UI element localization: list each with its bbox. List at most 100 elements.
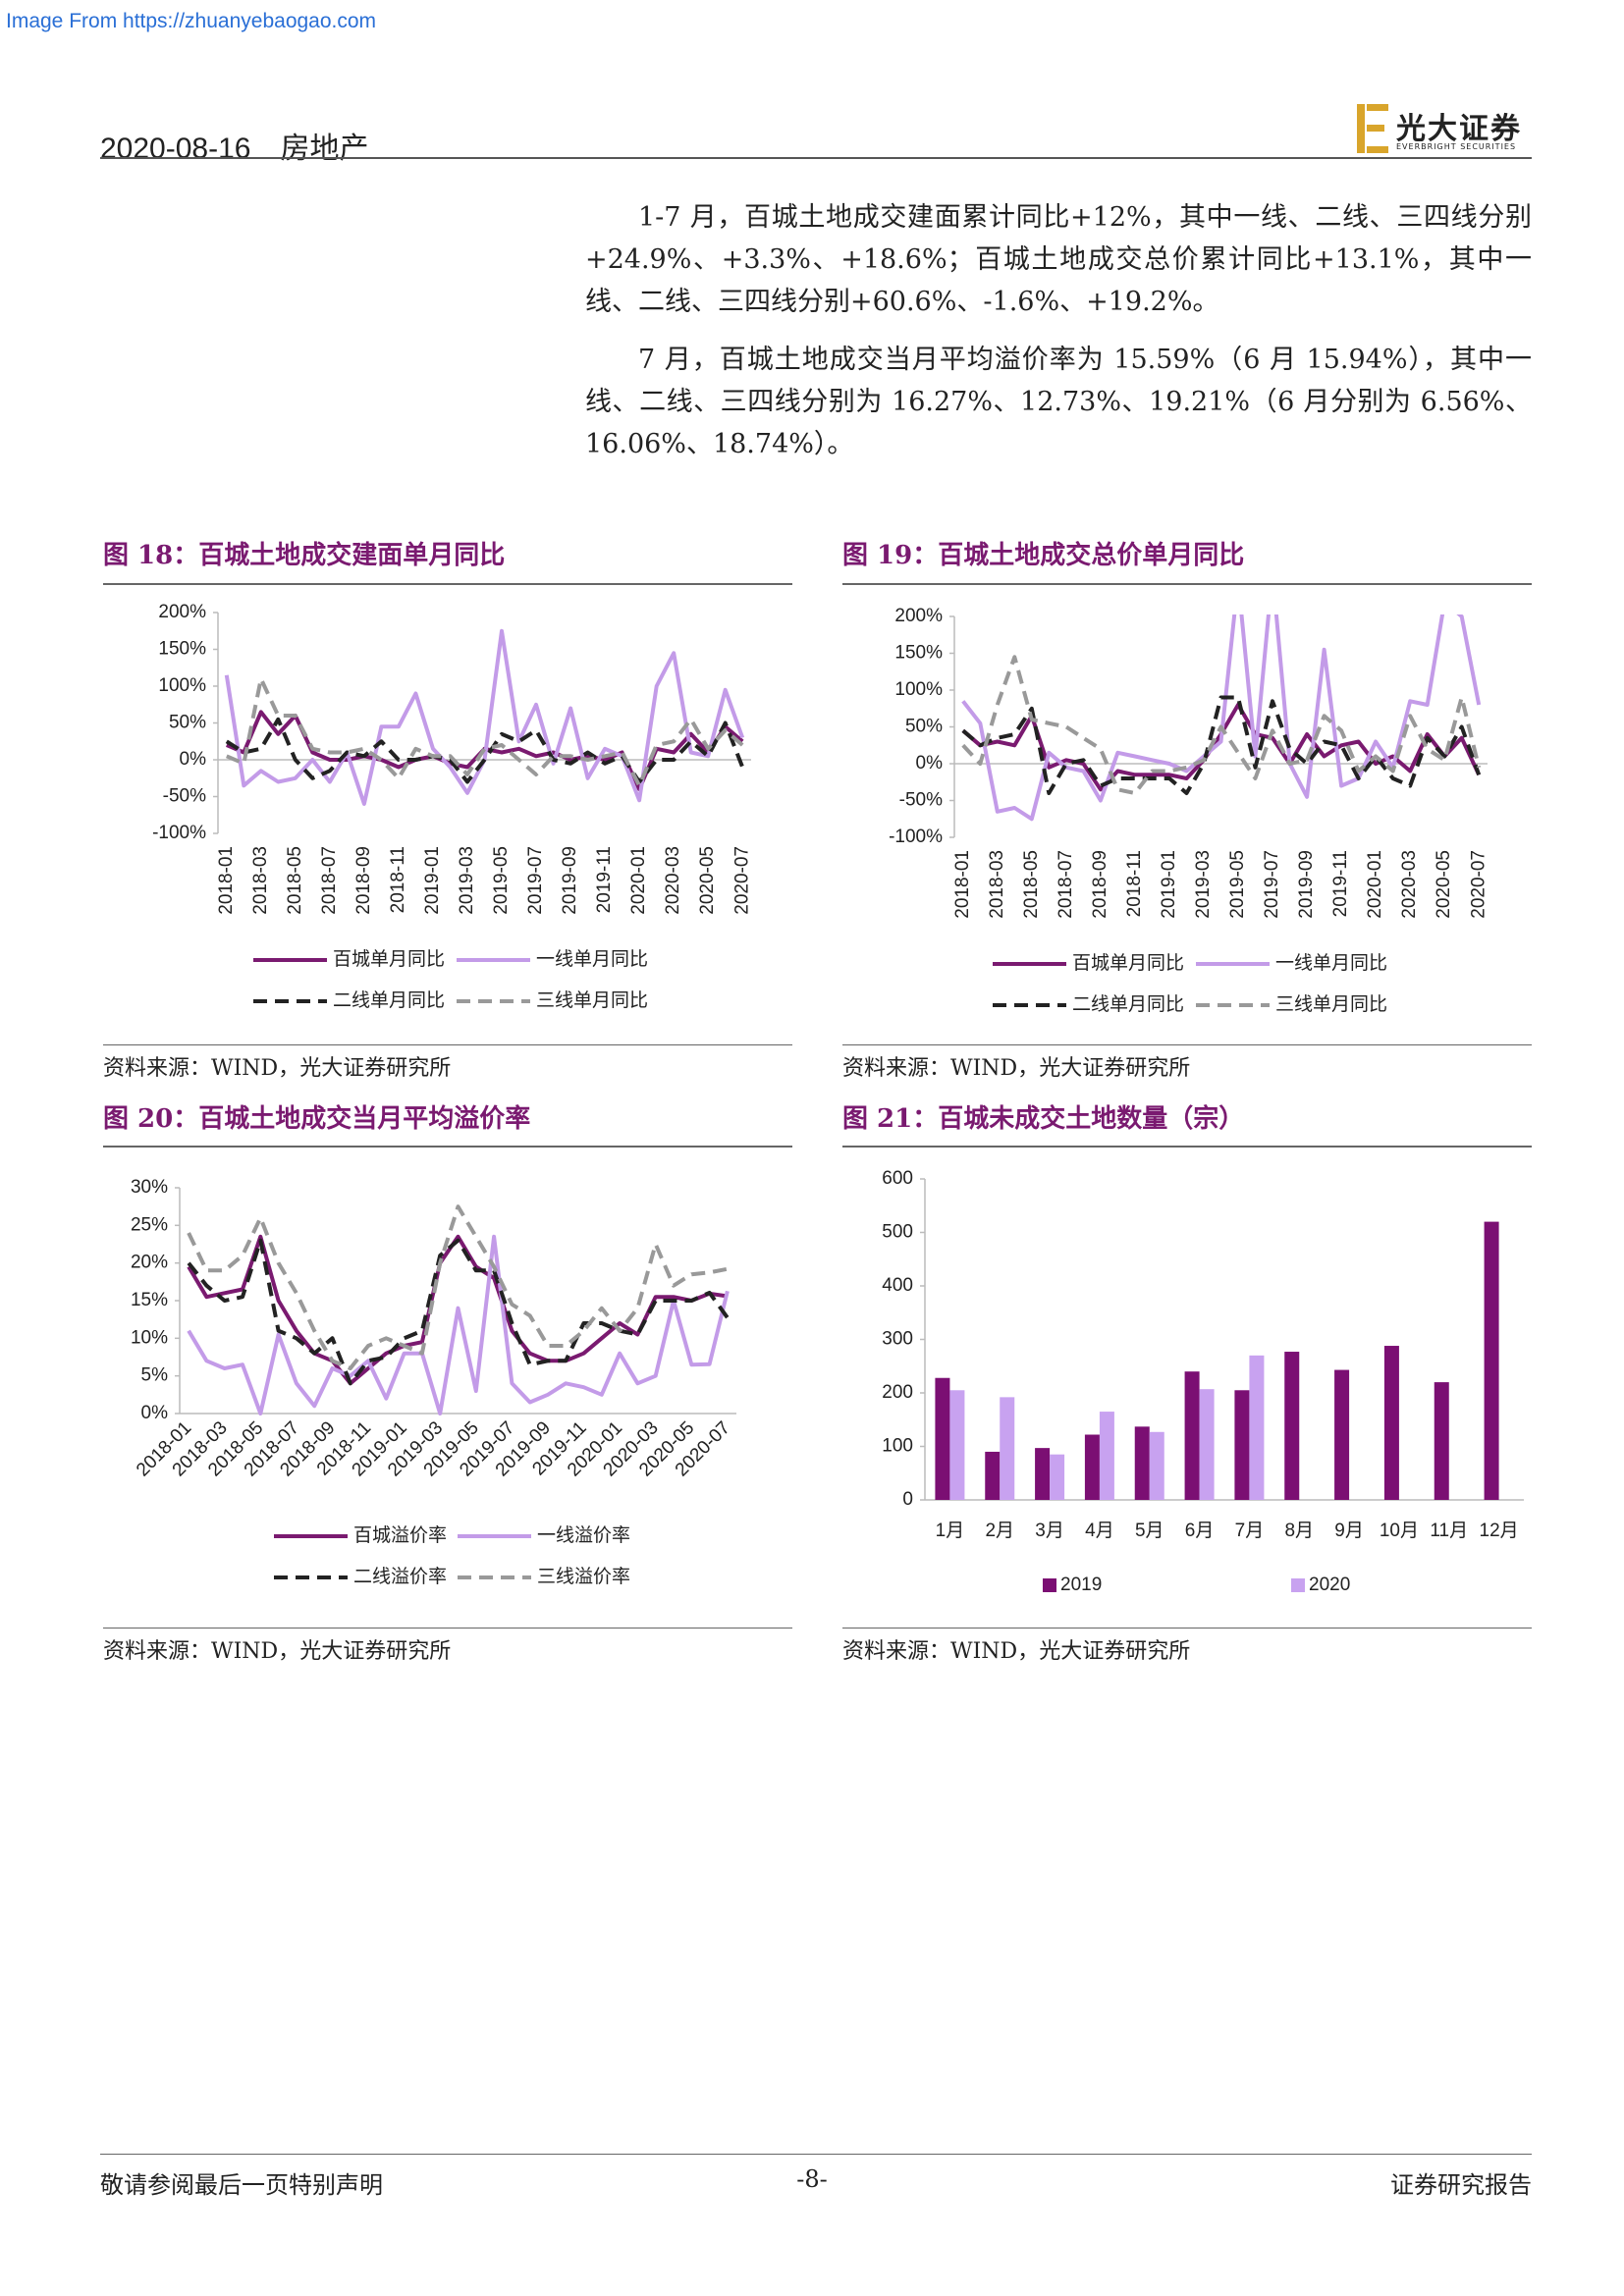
y-tick-label: 10%: [131, 1327, 168, 1348]
legend-label: 一线单月同比: [536, 948, 648, 970]
y-tick-label: 100: [882, 1436, 913, 1457]
y-tick-label: -100%: [152, 823, 206, 843]
y-tick-label: 50%: [169, 713, 206, 733]
bar: [1199, 1389, 1215, 1500]
footer-left: 敬请参阅最后一页特别声明: [100, 2171, 383, 2199]
chart-rule: [103, 1146, 792, 1148]
bar: [1249, 1355, 1265, 1500]
x-tick-label: 2018-09: [353, 846, 374, 915]
x-tick-label: 2020-07: [1468, 850, 1489, 919]
x-tick-label: 2019-11: [594, 846, 615, 913]
y-tick-label: 5%: [141, 1365, 169, 1386]
logo-icon: [1357, 104, 1388, 153]
x-tick-label: 10月: [1380, 1521, 1419, 1541]
x-tick-label: 2019-01: [1159, 850, 1179, 919]
x-tick-label: 2018-03: [250, 846, 271, 915]
logo-text: 光大证券: [1396, 112, 1522, 146]
chart-rule: [842, 583, 1532, 585]
series-line: [225, 717, 745, 784]
series-line: [187, 1238, 730, 1386]
series-line: [187, 1204, 729, 1370]
bar: [949, 1390, 965, 1500]
chart-title: 图 20：百城土地成交当月平均溢价率: [103, 1104, 531, 1134]
x-tick-label: 2018-07: [1056, 850, 1076, 919]
y-tick-label: 150%: [894, 643, 943, 664]
header-date: 2020-08-16: [100, 133, 251, 165]
y-tick-label: 500: [882, 1222, 913, 1243]
chart-rule: [103, 1628, 792, 1629]
legend-swatch: [1291, 1578, 1305, 1592]
x-tick-label: 2019-05: [1227, 850, 1248, 919]
bar: [1184, 1371, 1200, 1500]
legend-label: 二线溢价率: [353, 1566, 447, 1587]
watermark: Image From https://zhuanyebaogao.com: [6, 10, 377, 32]
logo-subtext: EVERBRIGHT SECURITIES: [1396, 142, 1517, 151]
bar: [985, 1451, 1001, 1500]
series-line: [961, 655, 1482, 795]
y-tick-label: 300: [882, 1329, 913, 1350]
y-tick-label: 30%: [131, 1177, 168, 1198]
x-tick-label: 2018-05: [1021, 850, 1042, 919]
chart-source: 资料来源：WIND，光大证券研究所: [842, 1639, 1191, 1664]
y-tick-label: 0: [902, 1489, 913, 1510]
y-tick-label: 400: [882, 1275, 913, 1296]
x-tick-label: 2019-07: [525, 846, 546, 915]
paragraph: 7 月，百城土地成交当月平均溢价率为 15.59%（6 月 15.94%），其中…: [585, 345, 1532, 459]
x-tick-label: 2018-05: [285, 846, 305, 915]
bar: [1050, 1454, 1065, 1500]
x-tick-label: 9月: [1334, 1521, 1364, 1541]
chart: 0%5%10%15%20%25%30%2018-012018-032018-05…: [131, 1177, 736, 1587]
x-tick-label: 2018-01: [216, 846, 237, 915]
chart-title: 图 19：百城土地成交总价单月同比: [842, 541, 1245, 570]
x-tick-label: 2020-01: [1365, 850, 1385, 919]
series-line: [961, 695, 1482, 795]
paragraph: 1-7 月，百城土地成交建面累计同比+12%，其中一线、二线、三四线分别+24.…: [585, 202, 1532, 317]
bar: [1484, 1221, 1499, 1500]
y-tick-label: 150%: [158, 639, 206, 660]
y-tick-label: 100%: [158, 675, 206, 696]
chart-rule: [103, 1044, 792, 1045]
y-tick-label: -100%: [889, 827, 943, 847]
legend-label: 一线溢价率: [537, 1524, 630, 1546]
y-tick-label: 200: [882, 1382, 913, 1403]
x-tick-label: 1月: [936, 1521, 965, 1541]
x-tick-label: 2020-03: [663, 846, 683, 915]
footer-right: 证券研究报告: [1390, 2171, 1532, 2199]
y-tick-label: 200%: [158, 602, 206, 622]
bar: [1284, 1352, 1300, 1500]
bar: [1000, 1397, 1015, 1500]
x-tick-label: 2020-03: [1399, 850, 1420, 919]
bar: [1383, 1346, 1399, 1500]
x-tick-label: 3月: [1035, 1521, 1064, 1541]
x-tick-label: 2020-05: [697, 846, 718, 915]
header-rule: [100, 157, 1532, 159]
y-tick-label: 0%: [180, 749, 207, 770]
legend-label: 三线单月同比: [1275, 993, 1387, 1015]
y-tick-label: 20%: [131, 1253, 168, 1273]
x-tick-label: 5月: [1135, 1521, 1164, 1541]
y-tick-label: -50%: [163, 786, 206, 807]
series-line: [187, 1234, 729, 1386]
x-tick-label: 2018-03: [987, 850, 1007, 919]
series-line: [226, 676, 744, 788]
chart-source: 资料来源：WIND，光大证券研究所: [103, 1639, 452, 1664]
chart-title: 图 18：百城土地成交建面单月同比: [103, 541, 506, 570]
x-tick-label: 2019-05: [491, 846, 512, 915]
chart-title: 图 21：百城未成交土地数量（宗）: [842, 1104, 1245, 1134]
chart-source: 资料来源：WIND，光大证券研究所: [103, 1056, 452, 1081]
y-tick-label: 25%: [131, 1214, 168, 1235]
legend-label: 2019: [1060, 1575, 1102, 1595]
x-tick-label: 7月: [1235, 1521, 1265, 1541]
x-tick-label: 8月: [1284, 1521, 1314, 1541]
x-tick-label: 2020-07: [731, 846, 752, 915]
x-tick-label: 2019-09: [560, 846, 580, 915]
chart-rule: [842, 1044, 1532, 1045]
y-tick-label: 200%: [894, 606, 943, 626]
legend-label: 2020: [1309, 1575, 1350, 1595]
y-tick-label: 15%: [131, 1290, 168, 1310]
y-tick-label: -50%: [899, 790, 943, 811]
legend-label: 二线单月同比: [333, 989, 445, 1011]
x-tick-label: 6月: [1185, 1521, 1215, 1541]
x-tick-label: 2月: [985, 1521, 1014, 1541]
